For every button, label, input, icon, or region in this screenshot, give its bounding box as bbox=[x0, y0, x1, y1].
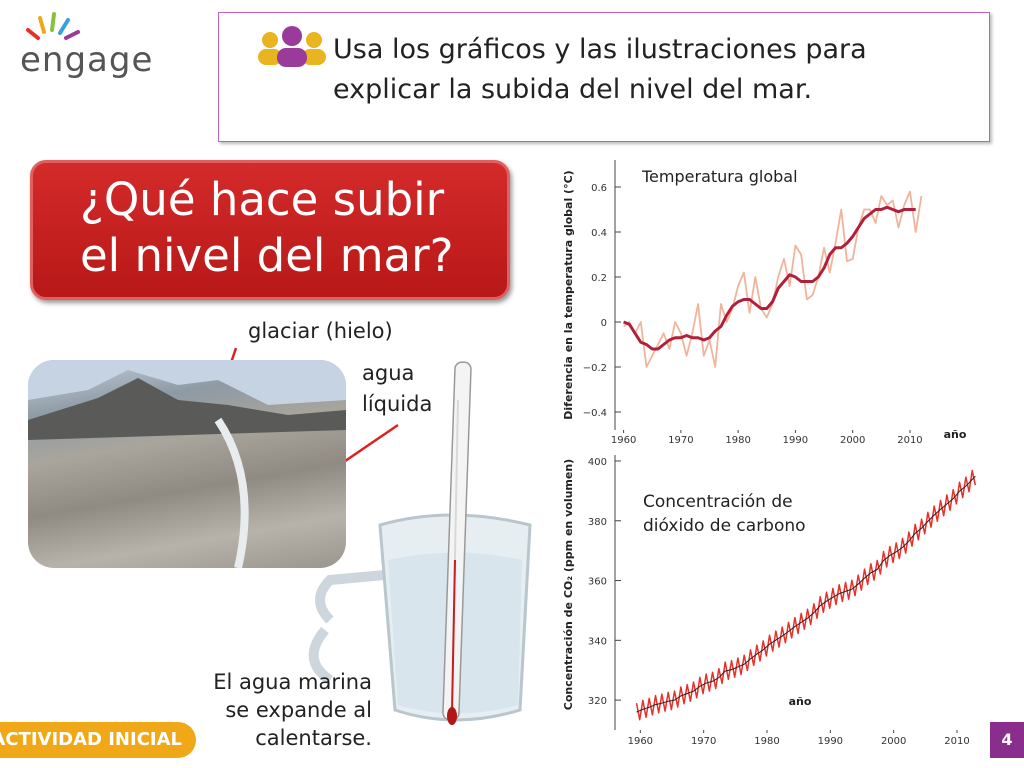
x-tick-label: 1990 bbox=[783, 435, 808, 446]
x-axis-label: año bbox=[944, 428, 967, 441]
x-tick-label: 1960 bbox=[611, 435, 636, 446]
y-tick-label: 340 bbox=[588, 636, 607, 647]
logo: engage bbox=[20, 40, 154, 80]
chart-title: Concentración de bbox=[643, 492, 793, 512]
water-label-line: líquida bbox=[362, 392, 433, 416]
header-box bbox=[218, 12, 990, 142]
page-number: 4 bbox=[990, 722, 1024, 758]
expansion-line: se expande al bbox=[225, 698, 372, 722]
y-tick-label: −0.2 bbox=[583, 363, 607, 374]
glacier-photo bbox=[28, 360, 346, 568]
instruction-line: explicar la subida del nivel del mar. bbox=[333, 74, 813, 105]
x-tick-label: 2010 bbox=[944, 736, 969, 747]
y-tick-label: 380 bbox=[588, 517, 607, 528]
photo-art bbox=[28, 360, 346, 568]
x-tick-label: 2000 bbox=[881, 736, 906, 747]
x-tick-label: 2010 bbox=[897, 435, 922, 446]
chart-title: Temperatura global bbox=[641, 167, 798, 186]
y-axis-label: Concentración de CO₂ (ppm en volumen) bbox=[562, 459, 575, 710]
question-box bbox=[30, 160, 510, 300]
chart-title: dióxido de carbono bbox=[643, 516, 806, 536]
y-tick-label: 400 bbox=[588, 457, 607, 468]
y-tick-label: 360 bbox=[588, 577, 607, 588]
x-tick-label: 2000 bbox=[840, 435, 865, 446]
instruction: Usa los gráficos y las ilustraciones par… bbox=[333, 30, 867, 110]
section-badge: ACTIVIDAD INICIAL bbox=[0, 722, 196, 758]
instruction-line: Usa los gráficos y las ilustraciones par… bbox=[333, 34, 867, 65]
expansion-line: El agua marina bbox=[213, 670, 372, 694]
x-axis-label: año bbox=[789, 695, 812, 708]
question-line: ¿Qué hace subir bbox=[80, 173, 445, 226]
question-line: el nivel del mar? bbox=[80, 229, 454, 282]
question: ¿Qué hace subir el nivel del mar? bbox=[80, 172, 454, 284]
y-tick-label: −0.4 bbox=[583, 408, 607, 419]
water-label-line: agua bbox=[362, 361, 415, 385]
y-tick-label: 0.4 bbox=[591, 228, 607, 239]
expansion-label: El agua marina se expande al calentarse. bbox=[190, 668, 372, 752]
water-label: agua líquida bbox=[362, 358, 432, 420]
y-tick-label: 0.6 bbox=[591, 183, 607, 194]
y-tick-label: 0.2 bbox=[591, 273, 607, 284]
glacier-label: glaciar (hielo) bbox=[248, 319, 393, 343]
x-tick-label: 1980 bbox=[754, 736, 779, 747]
y-tick-label: 320 bbox=[588, 696, 607, 707]
x-tick-label: 1990 bbox=[818, 736, 843, 747]
data-line bbox=[623, 205, 916, 351]
x-tick-label: 1960 bbox=[628, 736, 653, 747]
y-axis-label: Diferencia en la temperatura global (°C) bbox=[562, 170, 575, 419]
data-line bbox=[636, 475, 976, 713]
expansion-line: calentarse. bbox=[255, 726, 372, 750]
y-tick-label: 0 bbox=[601, 318, 607, 329]
x-tick-label: 1970 bbox=[668, 435, 693, 446]
x-tick-label: 1980 bbox=[725, 435, 750, 446]
x-tick-label: 1970 bbox=[691, 736, 716, 747]
